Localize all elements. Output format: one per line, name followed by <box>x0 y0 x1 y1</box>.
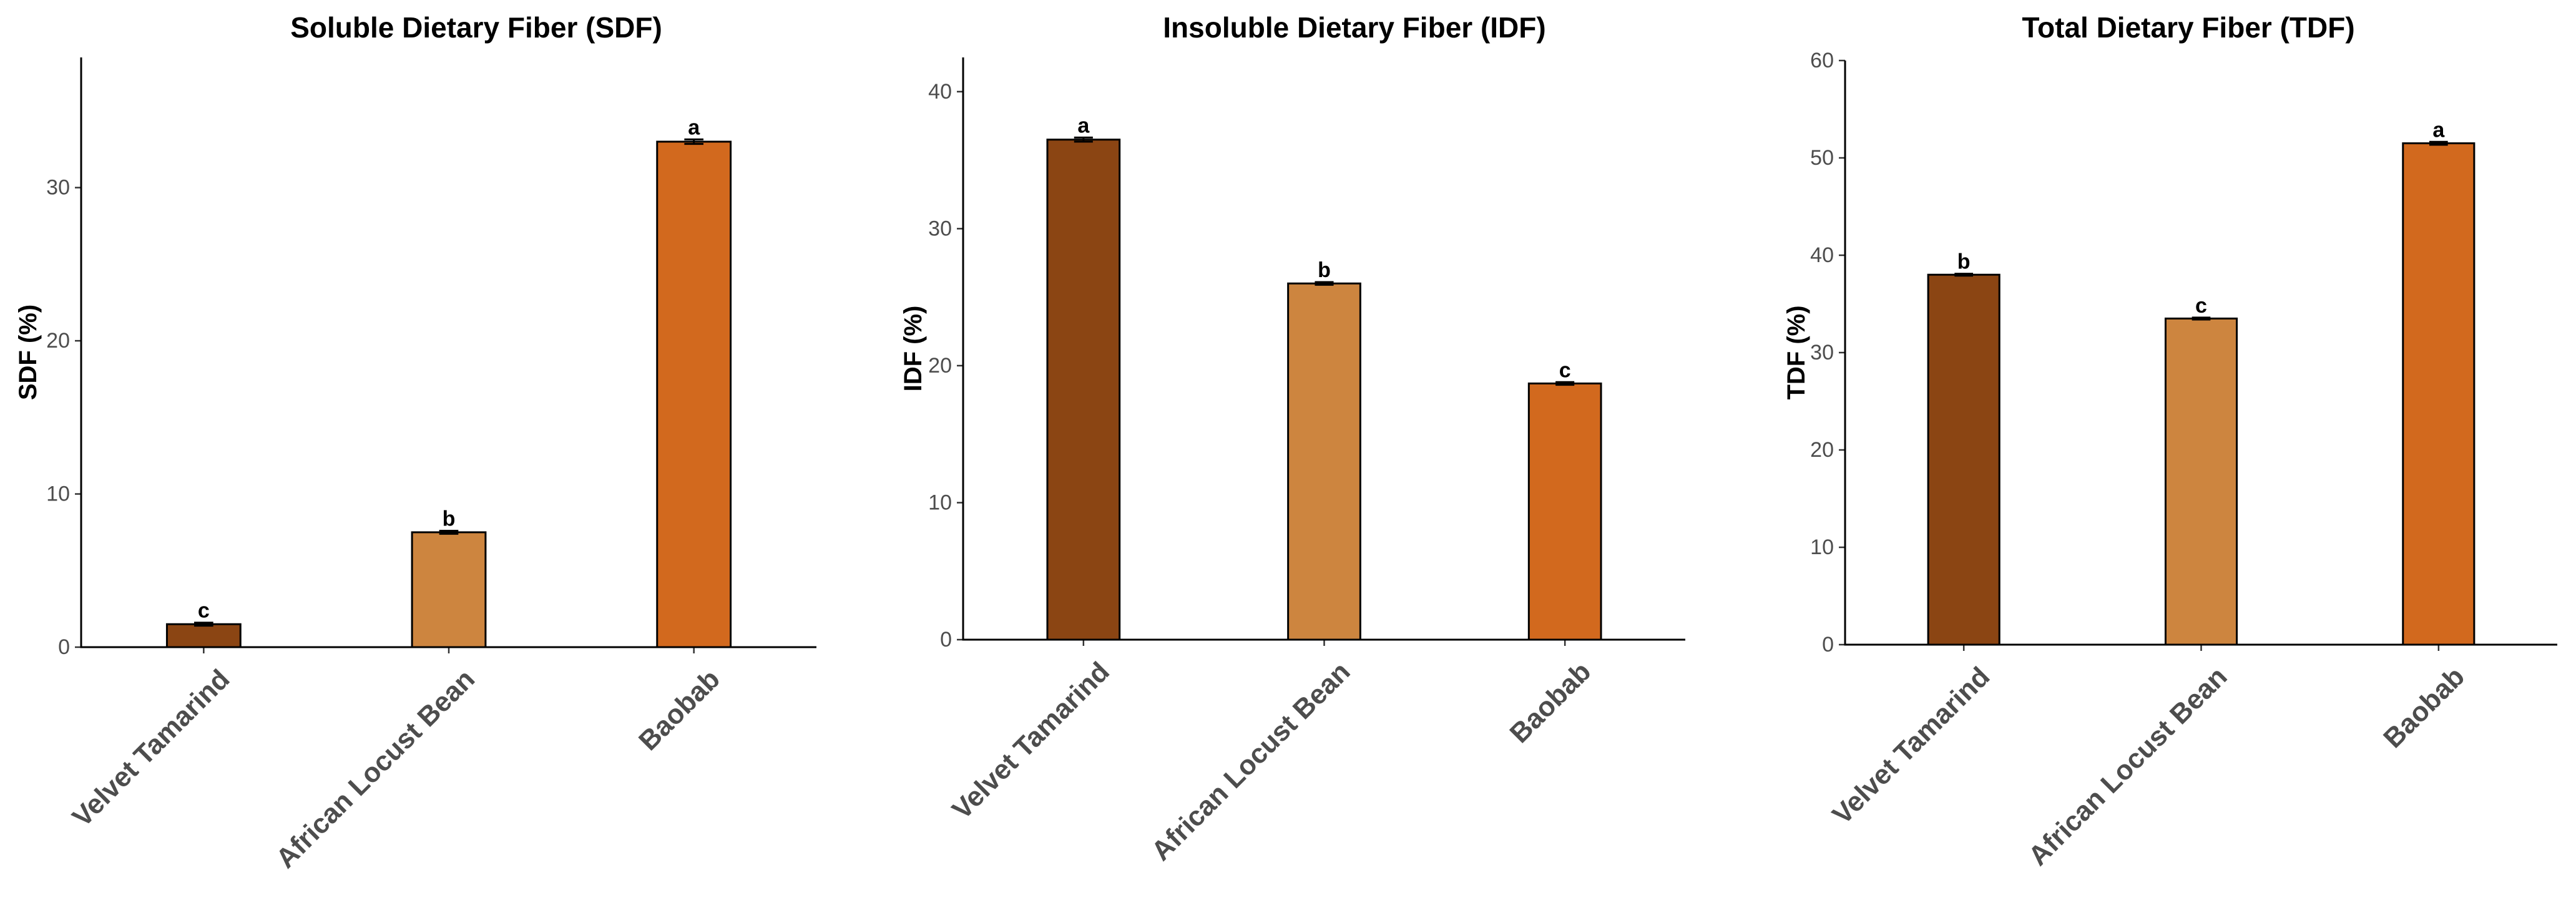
panel1-bar-1 <box>165 623 242 648</box>
panel1-significance-label-2: b <box>443 507 456 530</box>
panel2-bar-3 <box>1527 382 1602 641</box>
panel2-y-tick-label: 0 <box>940 628 952 652</box>
panel2-significance-label-3: c <box>1559 358 1571 382</box>
panel3-y-tick-label: 30 <box>1810 341 1834 364</box>
panel1-title: Soluble Dietary Fiber (SDF) <box>290 11 662 44</box>
panel1-y-axis-label: SDF (%) <box>14 305 42 400</box>
panel3-y-tick-label: 20 <box>1810 438 1834 462</box>
panel2-title: Insoluble Dietary Fiber (IDF) <box>1163 11 1545 44</box>
panel1-x-tick-label-1: Velvet Tamarind <box>66 663 235 832</box>
panel3-bar-2 <box>2164 317 2238 646</box>
panel2-bar-2 <box>1287 282 1361 641</box>
panel2-significance-label-2: b <box>1318 258 1331 282</box>
panel3-axes <box>1844 61 2557 646</box>
panel3-x-tick-label-2: African Locust Bean <box>2022 661 2233 871</box>
panel3-y-axis-label: TDF (%) <box>1783 305 1810 399</box>
panel2-x-tick-label-2: African Locust Bean <box>1145 656 1356 866</box>
panel3-error-bar-3 <box>2429 140 2448 146</box>
panel3-y-tick-label: 10 <box>1810 535 1834 559</box>
panel1-x-tick-label-3: Baobab <box>633 663 726 756</box>
panel1-y-tick-label: 0 <box>58 635 70 659</box>
panel3-significance-label-3: a <box>2432 118 2445 142</box>
panel2-x-tick-label-1: Velvet Tamarind <box>946 656 1115 825</box>
panel3-error-bar-2 <box>2192 316 2211 321</box>
panel1-significance-label-1: c <box>198 599 210 623</box>
panel2-y-tick-label: 20 <box>928 354 952 378</box>
panel3-x-tick-label-1: Velvet Tamarind <box>1826 661 1996 830</box>
panel3-y-tick-label: 0 <box>1822 633 1834 657</box>
panel2-y-tick-label: 30 <box>928 217 952 240</box>
panel3-bar-3 <box>2402 142 2476 646</box>
panel3-significance-label-1: b <box>1957 250 1971 274</box>
panel2-y-axis-label: IDF (%) <box>899 306 927 392</box>
panel2-axes <box>962 57 1685 641</box>
panel3-bar-1 <box>1927 273 2001 646</box>
panel2-error-bar-2 <box>1315 281 1334 286</box>
panel1-error-bar-2 <box>439 529 459 535</box>
panel2-error-bar-1 <box>1074 136 1093 143</box>
panel1-error-bar-3 <box>684 138 703 145</box>
panel1-axes <box>80 57 816 648</box>
panel2-significance-label-1: a <box>1077 114 1090 137</box>
panel3-error-bar-1 <box>1954 273 1973 277</box>
panel3-x-tick-label-3: Baobab <box>2378 661 2471 754</box>
panel2-x-tick-label-3: Baobab <box>1504 656 1597 749</box>
panel3-y-tick-label: 60 <box>1810 49 1834 72</box>
panel1-x-tick-label-2: African Locust Bean <box>270 663 481 874</box>
panel3-title: Total Dietary Fiber (TDF) <box>2022 11 2354 44</box>
panel3-y-tick-label: 40 <box>1810 243 1834 267</box>
panel3-y-tick-label: 50 <box>1810 146 1834 170</box>
panel2-bar-1 <box>1046 139 1121 641</box>
panel1-bar-2 <box>411 531 487 648</box>
panel2-error-bar-3 <box>1555 381 1575 386</box>
panel1-bar-3 <box>656 140 732 648</box>
panel2-y-tick-label: 40 <box>928 80 952 104</box>
panel1-y-tick-label: 10 <box>46 482 70 506</box>
panel1-error-bar-1 <box>194 622 213 627</box>
panel1-y-tick-label: 30 <box>46 176 70 200</box>
panel2-y-tick-label: 10 <box>928 491 952 514</box>
panel1-significance-label-3: a <box>688 115 700 139</box>
panel1-y-tick-label: 20 <box>46 329 70 353</box>
panel3-significance-label-2: c <box>2195 294 2207 318</box>
